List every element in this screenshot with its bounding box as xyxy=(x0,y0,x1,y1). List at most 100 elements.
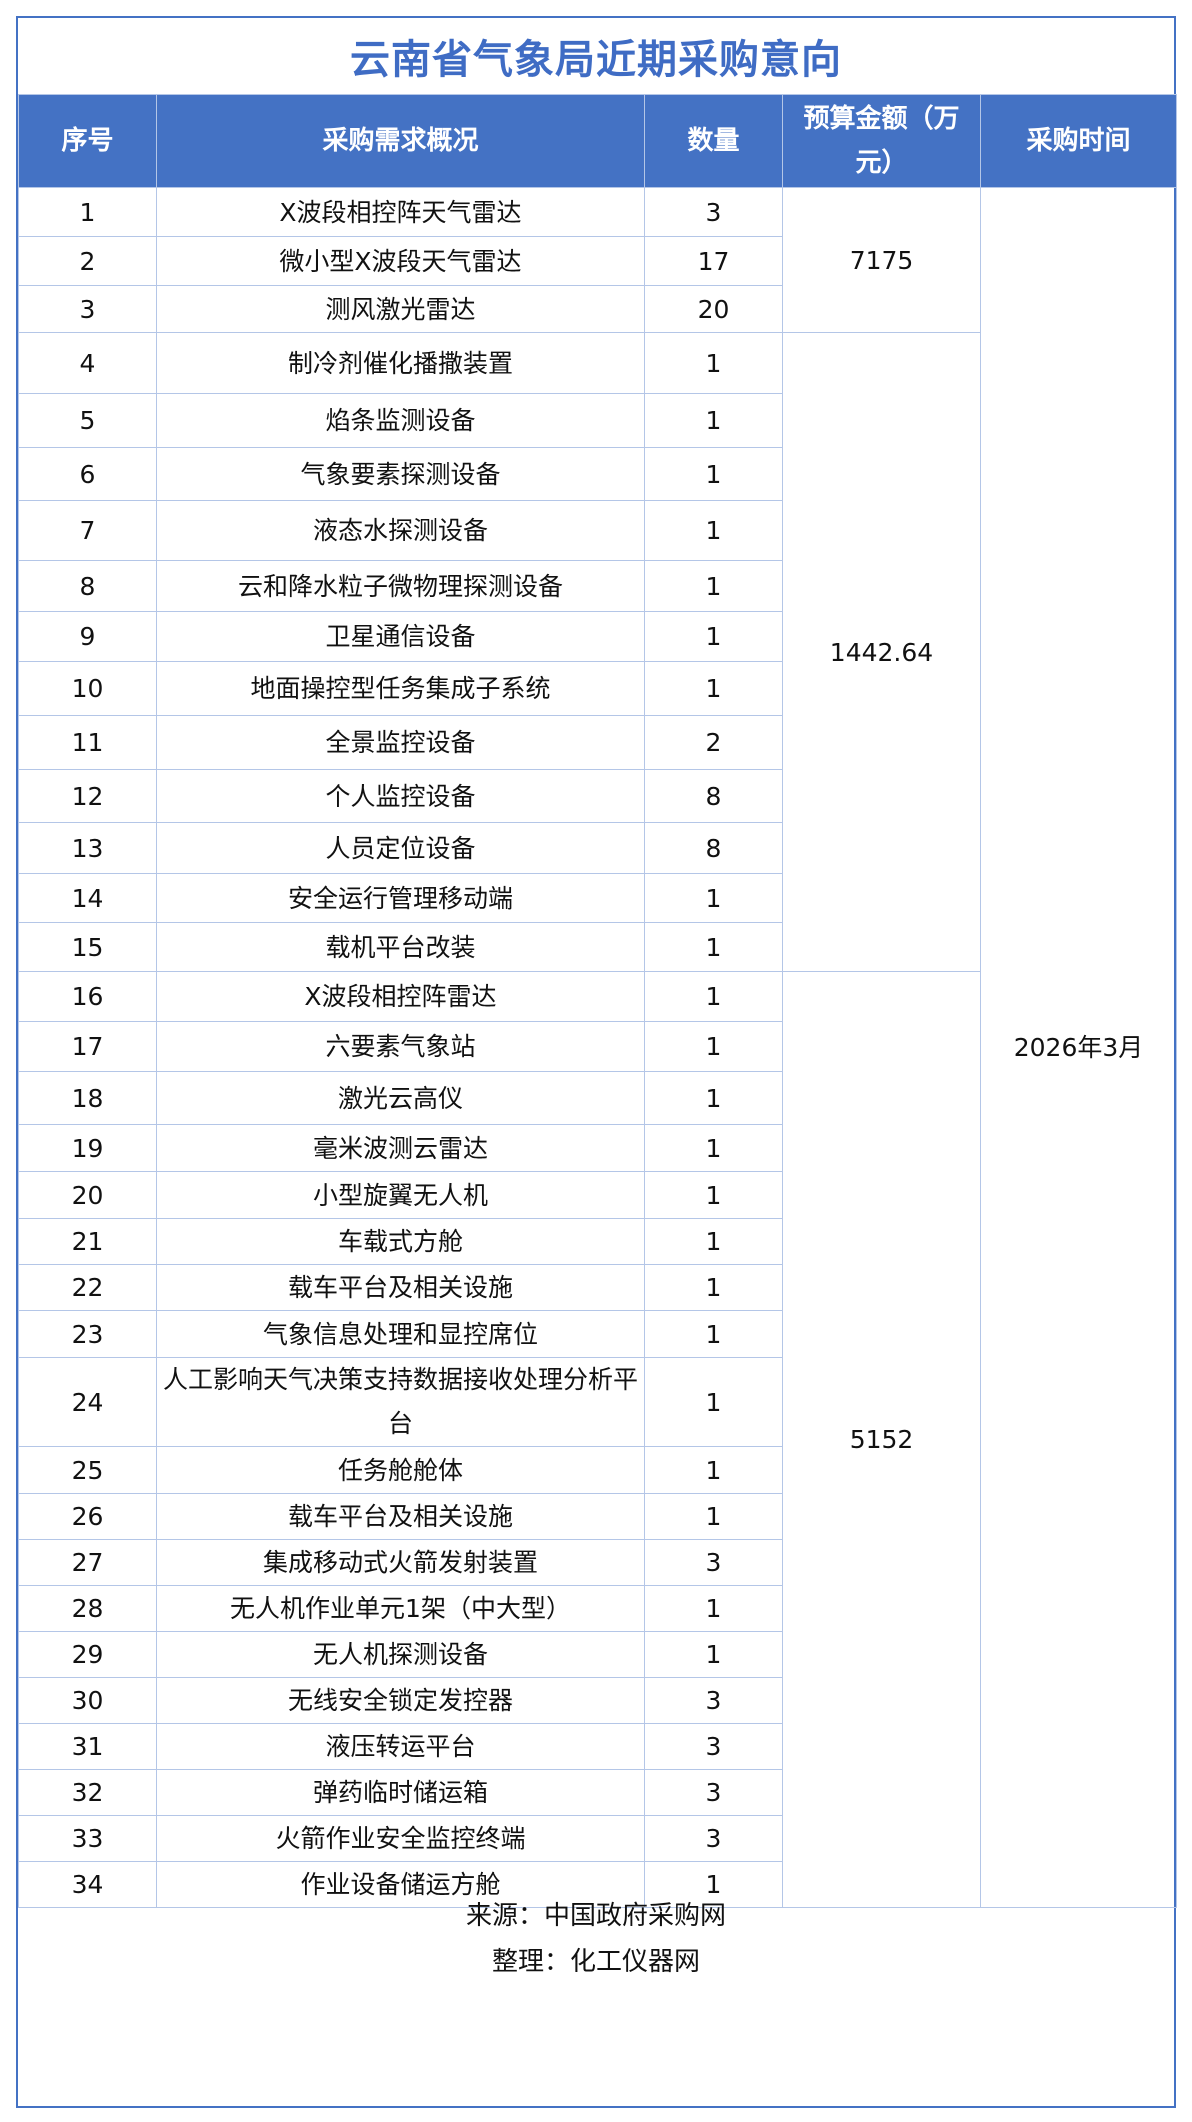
header-row: 序号 采购需求概况 数量 预算金额（万元） 采购时间 xyxy=(18,94,1177,188)
row-number: 21 xyxy=(18,1218,157,1265)
row-item: 全景监控设备 xyxy=(156,715,645,770)
table-row: 1 X波段相控阵天气雷达 3 7175 2026年3月 xyxy=(18,187,1177,1908)
budget-amount: 5152 xyxy=(782,971,981,1908)
row-number: 34 xyxy=(18,1861,157,1908)
row-number: 14 xyxy=(18,873,157,923)
row-quantity: 8 xyxy=(644,769,783,823)
table-row: 22 载车平台及相关设施 1 xyxy=(18,1264,1177,1311)
table-row: 6 气象要素探测设备 1 xyxy=(18,447,1177,501)
row-quantity: 1 xyxy=(644,1264,783,1311)
header-budget: 预算金额（万元） xyxy=(782,94,981,188)
table-row: 13 人员定位设备 8 xyxy=(18,822,1177,874)
row-item: 小型旋翼无人机 xyxy=(156,1171,645,1219)
row-number: 25 xyxy=(18,1446,157,1494)
row-quantity: 3 xyxy=(644,1677,783,1724)
row-number: 22 xyxy=(18,1264,157,1311)
table-row: 28 无人机作业单元1架（中大型） 1 xyxy=(18,1585,1177,1632)
row-item: X波段相控阵天气雷达 xyxy=(156,187,645,237)
table-row: 12 个人监控设备 8 xyxy=(18,769,1177,823)
row-quantity: 1 xyxy=(644,500,783,561)
procurement-document: 云南省气象局近期采购意向 序号 采购需求概况 数量 预算金额（万元） 采购时间 … xyxy=(16,16,1177,2108)
row-item: 气象信息处理和显控席位 xyxy=(156,1310,645,1358)
row-item: 安全运行管理移动端 xyxy=(156,873,645,923)
row-item: 毫米波测云雷达 xyxy=(156,1124,645,1172)
row-item: 无线安全锁定发控器 xyxy=(156,1677,645,1724)
row-item: 测风激光雷达 xyxy=(156,285,645,333)
row-item: 焰条监测设备 xyxy=(156,393,645,448)
row-number: 13 xyxy=(18,822,157,874)
row-quantity: 1 xyxy=(644,922,783,972)
table-row: 27 集成移动式火箭发射装置 3 xyxy=(18,1539,1177,1586)
row-number: 2 xyxy=(18,236,157,286)
row-item: 火箭作业安全监控终端 xyxy=(156,1815,645,1862)
row-number: 12 xyxy=(18,769,157,823)
row-quantity: 1 xyxy=(644,1171,783,1219)
table-row: 14 安全运行管理移动端 1 xyxy=(18,873,1177,923)
procurement-time: 2026年3月 xyxy=(980,187,1177,1908)
table-row: 29 无人机探测设备 1 xyxy=(18,1631,1177,1678)
row-quantity: 1 xyxy=(644,1071,783,1125)
row-quantity: 1 xyxy=(644,971,783,1022)
table-row: 15 载机平台改装 1 xyxy=(18,922,1177,972)
table-row: 10 地面操控型任务集成子系统 1 xyxy=(18,661,1177,716)
row-number: 18 xyxy=(18,1071,157,1125)
table-row: 5 焰条监测设备 1 xyxy=(18,393,1177,448)
table-row: 24 人工影响天气决策支持数据接收处理分析平台 1 xyxy=(18,1357,1177,1447)
row-quantity: 1 xyxy=(644,1357,783,1447)
row-quantity: 1 xyxy=(644,611,783,662)
row-item: 六要素气象站 xyxy=(156,1021,645,1072)
row-item: 地面操控型任务集成子系统 xyxy=(156,661,645,716)
row-item: 气象要素探测设备 xyxy=(156,447,645,501)
row-quantity: 1 xyxy=(644,1631,783,1678)
row-quantity: 8 xyxy=(644,822,783,874)
table-row: 23 气象信息处理和显控席位 1 xyxy=(18,1310,1177,1358)
table-row: 2 微小型X波段天气雷达 17 xyxy=(18,236,1177,286)
row-number: 27 xyxy=(18,1539,157,1586)
header-no: 序号 xyxy=(18,94,157,188)
table-row: 3 测风激光雷达 20 xyxy=(18,285,1177,333)
row-item: 作业设备储运方舱 xyxy=(156,1861,645,1908)
row-item: 任务舱舱体 xyxy=(156,1446,645,1494)
row-number: 17 xyxy=(18,1021,157,1072)
header-item: 采购需求概况 xyxy=(156,94,645,188)
source-note: 来源：中国政府采购网 xyxy=(465,1901,726,1931)
row-number: 24 xyxy=(18,1357,157,1447)
row-quantity: 2 xyxy=(644,715,783,770)
row-item: 微小型X波段天气雷达 xyxy=(156,236,645,286)
table-row: 21 车载式方舱 1 xyxy=(18,1218,1177,1265)
table-row: 19 毫米波测云雷达 1 xyxy=(18,1124,1177,1172)
row-quantity: 1 xyxy=(644,1124,783,1172)
row-item: 个人监控设备 xyxy=(156,769,645,823)
page-title: 云南省气象局近期采购意向 xyxy=(350,37,842,83)
table-row: 8 云和降水粒子微物理探测设备 1 xyxy=(18,560,1177,612)
table-row: 4 制冷剂催化播撒装置 1 1442.64 xyxy=(18,332,1177,972)
row-number: 8 xyxy=(18,560,157,612)
row-number: 10 xyxy=(18,661,157,716)
table-row: 26 载车平台及相关设施 1 xyxy=(18,1493,1177,1540)
row-item: 集成移动式火箭发射装置 xyxy=(156,1539,645,1586)
row-number: 6 xyxy=(18,447,157,501)
row-quantity: 1 xyxy=(644,1218,783,1265)
row-number: 9 xyxy=(18,611,157,662)
row-item: 载机平台改装 xyxy=(156,922,645,972)
row-item: 液压转运平台 xyxy=(156,1723,645,1770)
row-number: 16 xyxy=(18,971,157,1022)
budget-amount: 1442.64 xyxy=(782,332,981,972)
row-number: 20 xyxy=(18,1171,157,1219)
row-number: 4 xyxy=(18,332,157,394)
row-item: 弹药临时储运箱 xyxy=(156,1769,645,1816)
row-quantity: 3 xyxy=(644,1539,783,1586)
row-quantity: 1 xyxy=(644,332,783,394)
row-item: X波段相控阵雷达 xyxy=(156,971,645,1022)
row-quantity: 1 xyxy=(644,1310,783,1358)
row-number: 5 xyxy=(18,393,157,448)
row-quantity: 3 xyxy=(644,1815,783,1862)
row-number: 15 xyxy=(18,922,157,972)
row-item: 云和降水粒子微物理探测设备 xyxy=(156,560,645,612)
table-row: 34 作业设备储运方舱 1 xyxy=(18,1861,1177,1908)
row-quantity: 1 xyxy=(644,873,783,923)
row-quantity: 3 xyxy=(644,1769,783,1816)
row-item: 载车平台及相关设施 xyxy=(156,1493,645,1540)
table-row: 9 卫星通信设备 1 xyxy=(18,611,1177,662)
row-number: 1 xyxy=(18,187,157,237)
